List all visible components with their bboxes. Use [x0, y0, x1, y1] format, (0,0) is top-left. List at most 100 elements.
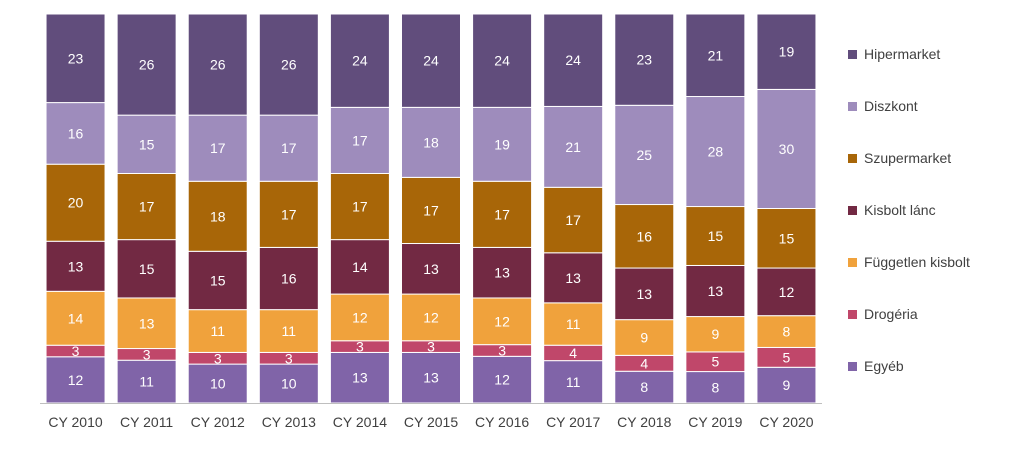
bar-stack-cy-2016: 12 3 12 13 17 19 24: [472, 13, 533, 404]
bar-segment-szupermarket-cy-2012: [187, 180, 248, 252]
data-label: 14: [352, 259, 368, 275]
data-label: 26: [281, 57, 297, 73]
data-label: 16: [636, 228, 652, 244]
bar-segment-fuggetlen-kisbolt-cy-2011: [116, 297, 177, 350]
legend-swatch: [848, 205, 857, 215]
data-label: 15: [779, 230, 795, 246]
data-label: 17: [423, 202, 439, 218]
bar-stack-cy-2011: 11 3 13 15 17 15 26: [116, 13, 177, 404]
data-label: 19: [494, 136, 510, 152]
data-label: 17: [281, 140, 297, 156]
bar-segment-fuggetlen-kisbolt-cy-2013: [258, 309, 319, 353]
data-label: 26: [210, 57, 226, 73]
data-label: 17: [565, 212, 581, 228]
bar-stack-cy-2017: 11 4 11 13 17 21 24: [543, 13, 604, 404]
bar-segment-diszkont-cy-2016: [472, 106, 533, 182]
bar-segment-hipermarket-cy-2020: [756, 13, 817, 90]
legend-swatch: [848, 361, 857, 371]
bar-segment-egyeb-cy-2017: [543, 360, 604, 404]
bar-segment-hipermarket-cy-2015: [401, 13, 461, 108]
data-label: 24: [423, 53, 439, 69]
bar-segment-egyeb-cy-2010: [45, 356, 106, 404]
data-label: 20: [68, 195, 84, 211]
data-label: 16: [281, 271, 297, 287]
data-label: 12: [779, 284, 795, 300]
x-tick-label: CY 2011: [120, 414, 173, 430]
data-label: 25: [636, 147, 652, 163]
data-label: 13: [708, 283, 724, 299]
data-label: 5: [783, 349, 791, 365]
data-label: 12: [494, 313, 510, 329]
data-label: 30: [779, 141, 795, 157]
bar-segment-egyeb-cy-2011: [116, 359, 177, 404]
bar-segment-diszkont-cy-2013: [258, 114, 319, 182]
bar-segment-hipermarket-cy-2011: [116, 13, 177, 116]
bar-segment-szupermarket-cy-2014: [329, 172, 390, 241]
bar-segment-kisbolt-lanc-cy-2016: [472, 246, 533, 299]
data-label: 8: [783, 324, 791, 340]
bar-segment-kisbolt-lanc-cy-2015: [401, 243, 461, 295]
bar-segment-fuggetlen-kisbolt-cy-2014: [329, 293, 390, 342]
bar-segment-fuggetlen-kisbolt-cy-2019: [685, 316, 746, 353]
data-label: 14: [68, 310, 84, 326]
data-label: 26: [139, 57, 155, 73]
data-label: 23: [68, 50, 84, 66]
bar-segment-egyeb-cy-2013: [258, 363, 319, 404]
data-label: 9: [640, 330, 648, 346]
data-label: 24: [494, 53, 510, 69]
x-tick-label: CY 2018: [617, 414, 671, 430]
bar-segment-egyeb-cy-2015: [401, 351, 461, 404]
data-label: 24: [565, 52, 581, 68]
bar-segment-egyeb-cy-2014: [329, 351, 390, 404]
bar-segment-diszkont-cy-2011: [116, 114, 177, 174]
bar-segment-diszkont-cy-2014: [329, 106, 390, 174]
bar-segment-szupermarket-cy-2019: [685, 206, 746, 266]
legend-item-fuggetlen-kisbolt: Független kisbolt: [848, 252, 970, 272]
data-label: 4: [640, 355, 648, 371]
data-label: 18: [423, 134, 439, 150]
bar-segment-hipermarket-cy-2019: [685, 13, 746, 98]
data-label: 11: [282, 323, 297, 339]
legend-swatch: [848, 101, 857, 111]
data-label: 13: [352, 370, 368, 386]
bar-segment-kisbolt-lanc-cy-2010: [45, 240, 106, 292]
data-label: 15: [210, 272, 226, 288]
bar-segment-szupermarket-cy-2020: [756, 208, 817, 269]
bar-segment-diszkont-cy-2018: [614, 104, 675, 206]
data-label: 3: [427, 339, 435, 355]
data-label: 17: [352, 132, 368, 148]
legend-label: Drogéria: [864, 306, 918, 322]
bar-segment-szupermarket-cy-2016: [472, 180, 533, 248]
x-tick-label: CY 2010: [48, 414, 102, 430]
bar-segment-fuggetlen-kisbolt-cy-2015: [401, 293, 461, 342]
data-label: 12: [494, 372, 510, 388]
bar-segment-szupermarket-cy-2010: [45, 163, 106, 242]
bar-segment-kisbolt-lanc-cy-2011: [116, 239, 177, 299]
legend-label: Független kisbolt: [864, 254, 970, 270]
bar-segment-szupermarket-cy-2015: [401, 176, 461, 245]
x-tick-label: CY 2016: [475, 414, 529, 430]
data-label: 3: [285, 350, 293, 366]
data-label: 17: [281, 206, 297, 222]
data-label: 11: [566, 374, 581, 390]
data-label: 21: [708, 47, 724, 63]
data-label: 15: [708, 228, 724, 244]
data-label: 13: [139, 315, 155, 331]
data-label: 11: [210, 323, 225, 339]
x-tick-label: CY 2019: [688, 414, 742, 430]
bar-segment-fuggetlen-kisbolt-cy-2020: [756, 315, 817, 348]
data-label: 17: [139, 199, 155, 215]
data-label: 17: [494, 206, 510, 222]
bar-stack-cy-2018: 8 4 9 13 16 25 23: [614, 13, 675, 404]
bar-segment-hipermarket-cy-2016: [472, 13, 533, 108]
bar-segment-kisbolt-lanc-cy-2018: [614, 267, 675, 321]
data-label: 17: [210, 140, 226, 156]
bar-segment-szupermarket-cy-2018: [614, 204, 675, 269]
data-label: 9: [711, 326, 719, 342]
legend-label: Hipermarket: [864, 46, 941, 62]
legend-item-hipermarket: Hipermarket: [848, 44, 940, 64]
x-tick-label: CY 2014: [333, 414, 387, 430]
data-label: 17: [352, 199, 368, 215]
bar-stack-cy-2013: 10 3 11 16 17 17 26: [258, 13, 319, 404]
data-label: 9: [783, 377, 791, 393]
